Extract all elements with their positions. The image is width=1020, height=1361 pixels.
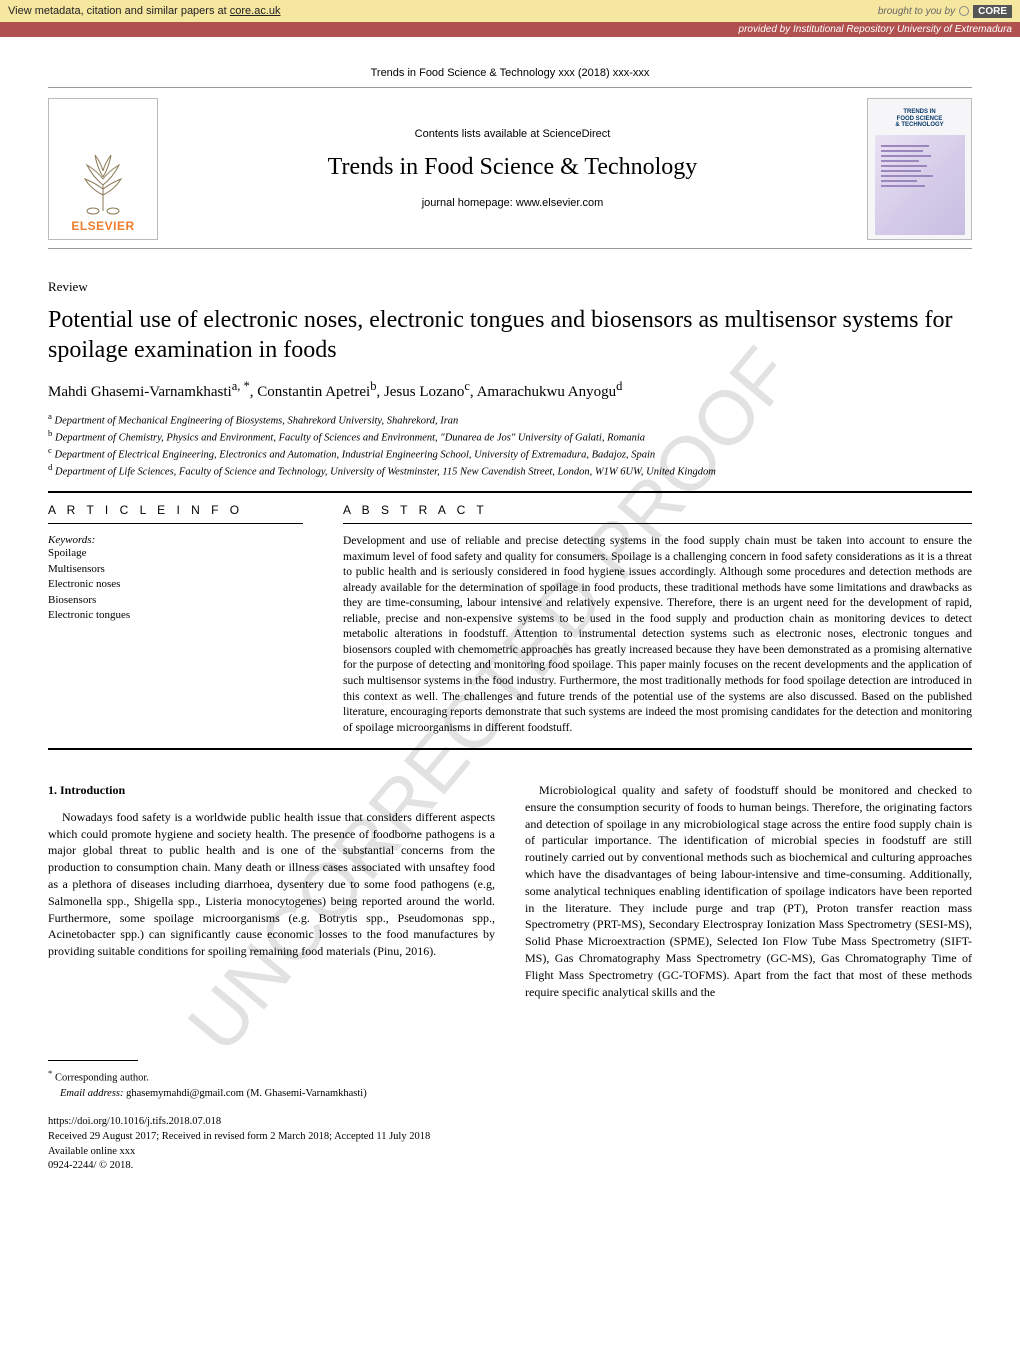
rule-heavy-top bbox=[48, 491, 972, 493]
intro-para-2: Microbiological quality and safety of fo… bbox=[525, 782, 972, 1000]
core-icon bbox=[959, 6, 969, 16]
masthead-center: Contents lists available at ScienceDirec… bbox=[158, 98, 867, 240]
available-line: Available online xxx bbox=[48, 1145, 972, 1160]
rule-top bbox=[48, 87, 972, 88]
keywords-list: SpoilageMultisensorsElectronic nosesBios… bbox=[48, 546, 303, 623]
abstract-head: A B S T R A C T bbox=[343, 503, 972, 517]
publisher-name: ELSEVIER bbox=[71, 219, 134, 233]
section-head-intro: 1. Introduction bbox=[48, 782, 495, 799]
masthead: ELSEVIER Contents lists available at Sci… bbox=[48, 98, 972, 240]
received-line: Received 29 August 2017; Received in rev… bbox=[48, 1130, 972, 1145]
issn-line: 0924-2244/ © 2018. bbox=[48, 1159, 972, 1174]
article-info-head: A R T I C L E I N F O bbox=[48, 503, 303, 517]
abstract-box: A B S T R A C T Development and use of r… bbox=[343, 503, 972, 736]
body-columns: 1. Introduction Nowadays food safety is … bbox=[48, 782, 972, 1000]
article-type-label: Review bbox=[48, 279, 972, 295]
corr-email: ghasemymahdi@gmail.com (M. Ghasemi-Varna… bbox=[126, 1088, 367, 1099]
journal-cover: TRENDS INFOOD SCIENCE& TECHNOLOGY bbox=[867, 98, 972, 240]
doi-link[interactable]: https://doi.org/10.1016/j.tifs.2018.07.0… bbox=[48, 1115, 972, 1130]
journal-title: Trends in Food Science & Technology bbox=[178, 154, 847, 181]
rule-heavy-bottom bbox=[48, 748, 972, 750]
footnote-rule bbox=[48, 1060, 138, 1061]
elsevier-tree-icon bbox=[73, 145, 133, 215]
corr-label: Corresponding author. bbox=[55, 1073, 149, 1084]
banner-left: View metadata, citation and similar pape… bbox=[8, 5, 281, 17]
banner-left-text: View metadata, citation and similar pape… bbox=[8, 5, 230, 17]
core-link[interactable]: core.ac.uk bbox=[230, 5, 281, 17]
column-right: Microbiological quality and safety of fo… bbox=[525, 782, 972, 1000]
corresponding-author-footnote: * Corresponding author. Email address: g… bbox=[48, 1067, 972, 1101]
affiliations: a Department of Mechanical Engineering o… bbox=[48, 411, 972, 480]
publisher-logo-box: ELSEVIER bbox=[48, 98, 158, 240]
provider-strip: provided by Institutional Repository Uni… bbox=[0, 22, 1020, 37]
core-badge[interactable]: CORE bbox=[973, 5, 1012, 18]
paper-title: Potential use of electronic noses, elect… bbox=[48, 305, 972, 365]
info-rule bbox=[48, 523, 303, 524]
cover-title: TRENDS INFOOD SCIENCE& TECHNOLOGY bbox=[895, 109, 943, 129]
column-left: 1. Introduction Nowadays food safety is … bbox=[48, 782, 495, 1000]
journal-ref: Trends in Food Science & Technology xxx … bbox=[48, 67, 972, 79]
keywords-head: Keywords: bbox=[48, 534, 303, 546]
core-banner: View metadata, citation and similar pape… bbox=[0, 0, 1020, 22]
intro-para-1: Nowadays food safety is a worldwide publ… bbox=[48, 809, 495, 960]
banner-right: brought to you by CORE bbox=[878, 5, 1012, 18]
cover-image bbox=[875, 135, 965, 235]
doi-block: https://doi.org/10.1016/j.tifs.2018.07.0… bbox=[48, 1115, 972, 1174]
contents-line: Contents lists available at ScienceDirec… bbox=[178, 128, 847, 140]
authors-line: Mahdi Ghasemi-Varnamkhastia, *, Constant… bbox=[48, 379, 972, 401]
homepage-line: journal homepage: www.elsevier.com bbox=[178, 197, 847, 209]
email-label: Email address: bbox=[60, 1088, 123, 1099]
abstract-rule bbox=[343, 523, 972, 524]
abstract-text: Development and use of reliable and prec… bbox=[343, 534, 972, 736]
article-info-box: A R T I C L E I N F O Keywords: Spoilage… bbox=[48, 503, 303, 736]
rule-masthead-bottom bbox=[48, 248, 972, 249]
brought-by: brought to you by bbox=[878, 6, 955, 17]
